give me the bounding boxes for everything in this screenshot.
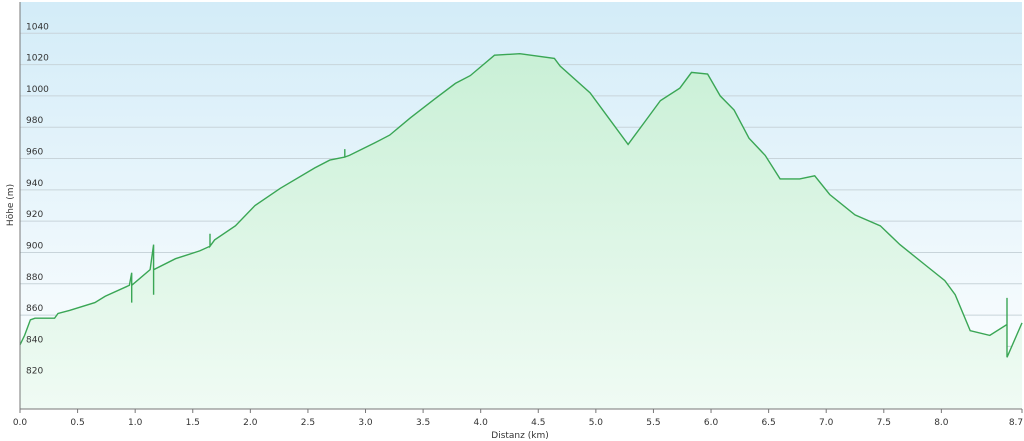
y-tick-label: 1020 [26,54,49,64]
x-tick-label: 1.5 [186,418,200,428]
x-tick-label: 2.0 [243,418,258,428]
x-tick-label: 3.5 [416,418,430,428]
y-tick-label: 940 [26,179,43,189]
x-tick-label: 5.5 [646,418,660,428]
y-tick-label: 920 [26,210,43,220]
y-tick-label: 900 [26,241,43,251]
x-tick-label: 8.7 [1009,418,1023,428]
y-tick-label: 980 [26,116,43,126]
x-tick-label: 8.0 [934,418,949,428]
x-tick-label: 7.5 [877,418,891,428]
y-tick-label: 960 [26,148,43,158]
x-tick-label: 1.0 [128,418,143,428]
x-tick-label: 4.5 [531,418,545,428]
x-tick-label: 7.0 [819,418,834,428]
y-tick-label: 820 [26,367,43,377]
y-tick-label: 840 [26,335,43,345]
x-tick-label: 0.5 [70,418,84,428]
x-axis-label: Distanz (km) [491,431,548,441]
x-tick-label: 6.5 [761,418,775,428]
x-tick-label: 6.0 [704,418,719,428]
y-tick-label: 1040 [26,22,49,32]
x-tick-label: 2.5 [301,418,315,428]
elevation-area [20,53,1022,409]
x-tick-label: 3.0 [358,418,373,428]
x-tick-label: 0.0 [13,418,28,428]
y-tick-label: 1000 [26,85,49,95]
x-tick-label: 4.0 [474,418,489,428]
y-tick-label: 860 [26,304,43,314]
y-axis-label: Höhe (m) [6,184,16,226]
x-tick-label: 5.0 [589,418,604,428]
y-tick-label: 880 [26,273,43,283]
elevation-line [19,52,1023,358]
